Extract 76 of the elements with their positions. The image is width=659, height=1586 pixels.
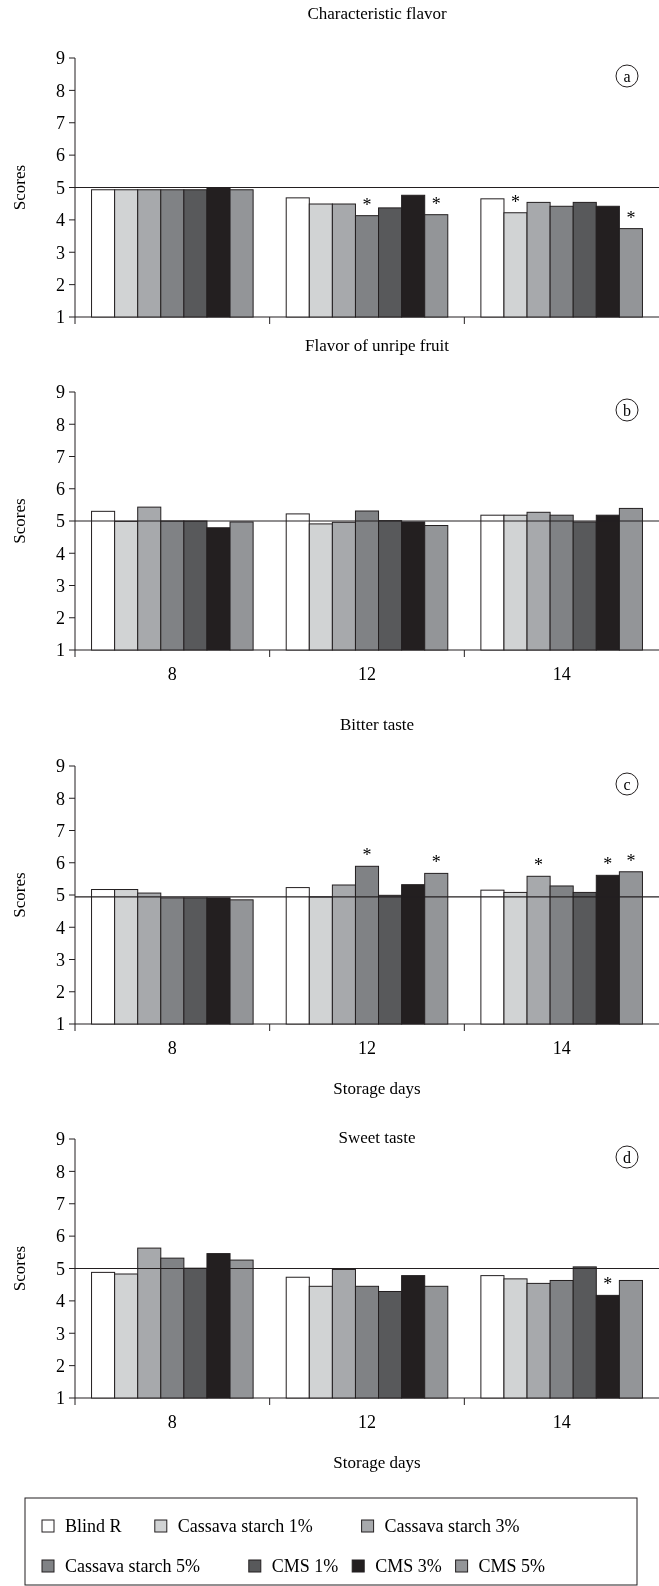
- annotation: d: [623, 1148, 631, 1166]
- legend-label: Blind R: [65, 1516, 122, 1537]
- legend-label: Cassava starch 1%: [177, 1516, 313, 1537]
- y-tick-label: 8: [56, 80, 65, 101]
- y-tick-label: 8: [56, 788, 65, 809]
- x-tick-label: 8: [167, 664, 177, 684]
- y-tick-label: 2: [56, 982, 65, 1003]
- y-tick-label: 4: [56, 543, 65, 564]
- y-tick-label: 3: [56, 949, 65, 970]
- y-tick-label: 9: [56, 48, 65, 69]
- y-tick-label: 2: [56, 274, 65, 295]
- y-tick-label: 4: [56, 917, 65, 938]
- x-tick-label: 12: [358, 1412, 376, 1432]
- x-axis-title: Storage days: [333, 1453, 421, 1472]
- legend-label: CMS 1%: [271, 1556, 339, 1577]
- data-label: *: [626, 207, 636, 228]
- y-tick-label: 8: [56, 414, 65, 435]
- y-tick-label: 5: [56, 511, 65, 532]
- legend-label: Cassava starch 3%: [384, 1516, 520, 1537]
- legend-label: Cassava starch 5%: [65, 1556, 200, 1577]
- y-tick-label: 5: [56, 1258, 65, 1279]
- y-tick-label: 7: [56, 820, 65, 841]
- y-tick-label: 3: [56, 1323, 65, 1344]
- data-label: *: [603, 854, 613, 875]
- y-tick-label: 6: [56, 1226, 65, 1247]
- y-tick-label: 7: [56, 1194, 65, 1215]
- chart-title: Bitter taste: [339, 715, 415, 734]
- chart-title: Characteristic flavor: [307, 4, 447, 23]
- y-axis-title: Scores: [10, 164, 29, 211]
- y-tick-label: 4: [56, 210, 65, 231]
- data-label: *: [626, 850, 636, 871]
- annotation: b: [623, 401, 631, 419]
- y-tick-label: 7: [56, 446, 65, 467]
- legend-label: CMS 5%: [478, 1556, 546, 1577]
- data-label: *: [362, 845, 372, 866]
- data-label: *: [534, 855, 544, 876]
- x-tick-label: 8: [167, 1412, 177, 1432]
- y-tick-label: 9: [56, 756, 65, 777]
- y-tick-label: 9: [56, 382, 65, 403]
- y-tick-label: 6: [56, 853, 65, 874]
- y-tick-label: 7: [56, 113, 65, 134]
- legend-label: CMS 3%: [375, 1556, 442, 1577]
- x-tick-label: 8: [167, 1038, 177, 1058]
- x-axis-title: Storage days: [333, 1079, 421, 1098]
- y-tick-label: 5: [56, 885, 65, 906]
- y-tick-label: 3: [56, 242, 65, 263]
- y-tick-label: 5: [56, 177, 65, 198]
- data-label: *: [511, 191, 520, 212]
- y-tick-label: 2: [56, 608, 65, 629]
- x-tick-label: 12: [358, 664, 376, 684]
- y-tick-label: 9: [56, 1129, 65, 1150]
- y-tick-label: 2: [56, 1355, 65, 1376]
- y-tick-label: 1: [56, 640, 65, 661]
- y-tick-label: 3: [56, 575, 65, 596]
- data-label: *: [603, 1274, 613, 1295]
- data-label: *: [362, 194, 372, 215]
- y-tick-label: 1: [56, 307, 65, 328]
- y-tick-label: 4: [56, 1291, 65, 1312]
- x-tick-label: 14: [552, 1038, 571, 1058]
- y-tick-label: 6: [56, 479, 65, 500]
- y-axis-title: Scores: [10, 1245, 29, 1292]
- annotation: a: [623, 67, 631, 85]
- annotation: c: [623, 775, 631, 793]
- y-axis-title: Scores: [10, 498, 29, 544]
- data-label: *: [431, 852, 441, 873]
- chart-title: Flavor of unripe fruit: [305, 336, 450, 355]
- x-tick-label: 14: [552, 664, 571, 684]
- data-label: *: [431, 193, 441, 214]
- y-tick-label: 8: [56, 1161, 65, 1182]
- x-tick-label: 14: [552, 1412, 571, 1432]
- x-tick-label: 12: [358, 1038, 376, 1058]
- y-tick-label: 6: [56, 145, 65, 166]
- chart-title: Sweet taste: [338, 1128, 416, 1147]
- y-tick-label: 1: [56, 1388, 65, 1409]
- y-tick-label: 1: [56, 1014, 65, 1035]
- y-axis-title: Scores: [10, 872, 29, 918]
